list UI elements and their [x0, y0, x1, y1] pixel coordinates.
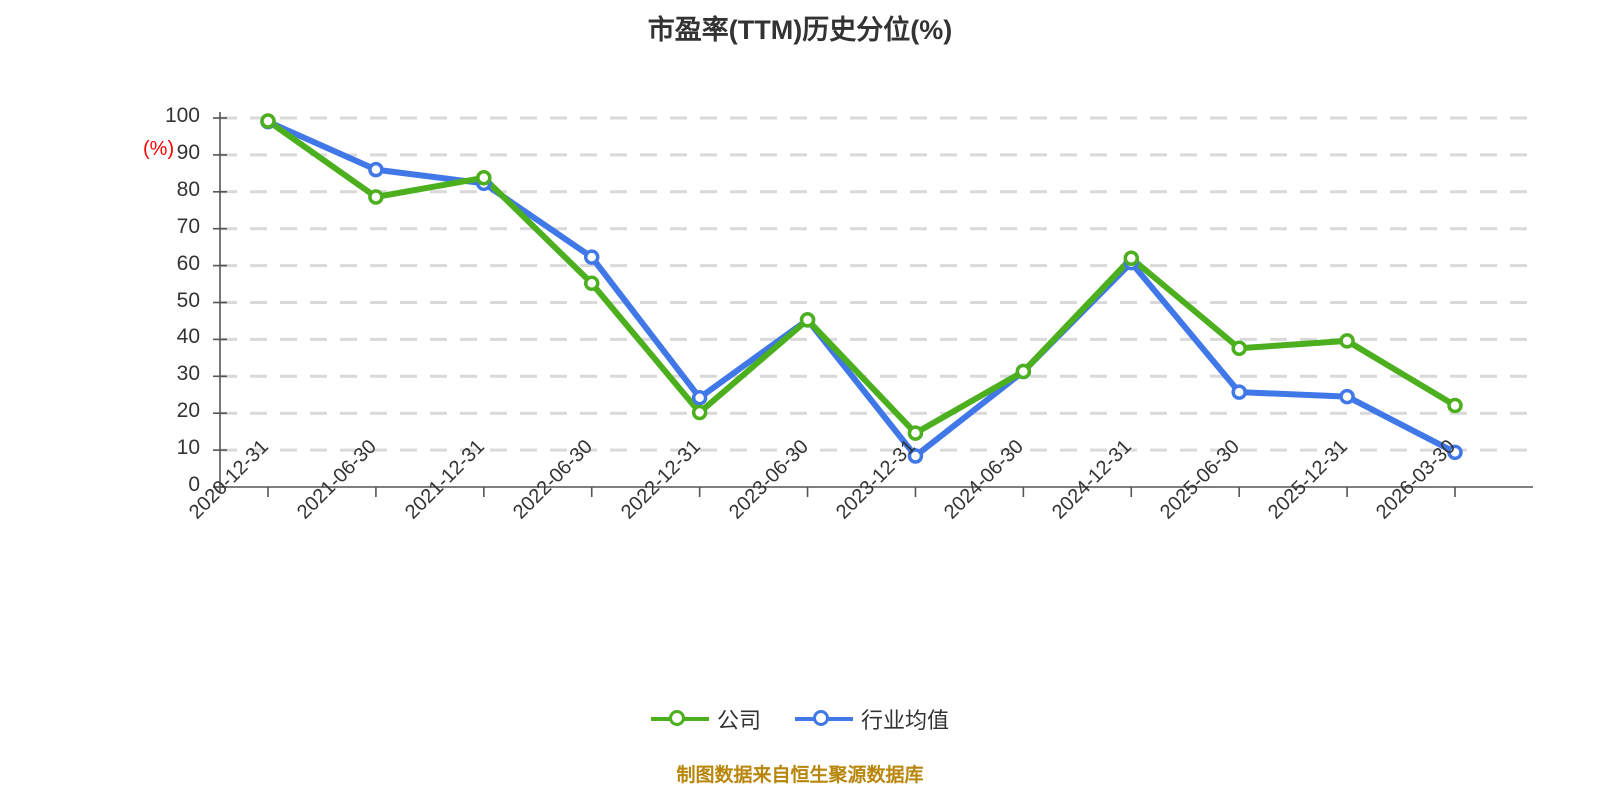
data-point[interactable]: [799, 312, 816, 328]
y-axis-tick-label: 100: [164, 104, 200, 127]
y-axis-tick-label: 80: [176, 177, 200, 201]
legend-label-industry-average: 行业均值: [861, 708, 950, 733]
series-lines-group: [265, 117, 1458, 460]
data-point[interactable]: [1447, 444, 1463, 461]
data-point[interactable]: [1339, 333, 1355, 349]
data-point[interactable]: [1015, 363, 1032, 380]
data-source-note: 制图数据来自恒生聚源数据库: [676, 765, 924, 786]
data-point[interactable]: [1339, 388, 1355, 405]
data-point[interactable]: [583, 275, 600, 292]
y-axis-tick-label: 10: [176, 436, 200, 460]
legend-item-company[interactable]: 公司: [650, 703, 761, 735]
y-axis-tick-label: 90: [176, 140, 200, 164]
y-axis-unit-label: (%): [143, 138, 175, 160]
y-axis-tick-label: 70: [176, 214, 200, 238]
y-axis-tick-label: 60: [176, 251, 200, 275]
y-axis-tick-label: 20: [176, 399, 200, 423]
gridlines-group: [220, 116, 1533, 452]
chart-title: 市盈率(TTM)历史分位(%): [647, 15, 953, 45]
data-point[interactable]: [907, 448, 924, 464]
y-axis-tick-label: 50: [176, 288, 200, 312]
y-axis-tick-label: 0: [188, 473, 200, 496]
series-line: [265, 117, 1458, 437]
data-point[interactable]: [368, 189, 384, 205]
data-point[interactable]: [1231, 340, 1247, 357]
series-points-group: [260, 113, 1463, 464]
data-point[interactable]: [260, 113, 276, 129]
data-point[interactable]: [691, 404, 708, 421]
data-point[interactable]: [368, 161, 384, 178]
y-axis-tick-label: 40: [176, 325, 200, 349]
legend-item-industry-average[interactable]: 行业均值: [795, 703, 949, 735]
legend-marker-company-icon: [650, 707, 709, 731]
data-point[interactable]: [1123, 250, 1140, 266]
data-point[interactable]: [583, 249, 600, 265]
legend-label-company: 公司: [716, 708, 761, 733]
chart-legend: 公司 行业均值: [0, 703, 1600, 735]
y-axis-tick-label: 30: [176, 362, 200, 386]
data-point[interactable]: [691, 389, 708, 406]
data-point[interactable]: [1447, 397, 1463, 414]
x-axis-ticks-group: [267, 487, 1456, 497]
data-point[interactable]: [1231, 384, 1247, 400]
y-axis-ticks-group: [213, 117, 227, 488]
data-point[interactable]: [907, 425, 924, 441]
legend-marker-industry-icon: [795, 707, 853, 731]
series-line: [265, 118, 1458, 460]
data-point[interactable]: [476, 170, 492, 186]
